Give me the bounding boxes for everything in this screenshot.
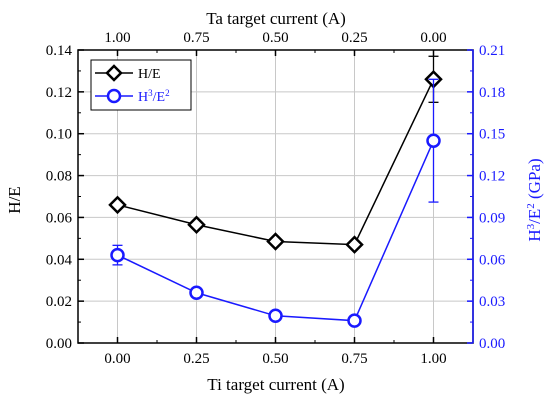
x-bottom-tick-label: 1.00	[420, 351, 446, 367]
x-bottom-tick-label: 0.75	[341, 351, 367, 367]
x-bottom-tick-label: 0.25	[183, 351, 209, 367]
legend-label-he: H/E	[138, 67, 161, 82]
y-left-tick-label: 0.12	[46, 85, 72, 101]
data-point-diamond	[108, 195, 127, 215]
x-top-tick-label: 0.50	[262, 30, 288, 46]
x-bottom-tick-label: 0.00	[104, 351, 130, 367]
x-axis-top-label: Ta target current (A)	[206, 9, 346, 28]
y-right-tick-label: 0.12	[479, 169, 505, 185]
y-left-tick-label: 0.00	[46, 336, 72, 352]
legend-label-h3e2: H3/E2	[138, 88, 170, 105]
y-left-tick-label: 0.10	[46, 127, 72, 143]
legend-diamond-icon	[105, 64, 123, 82]
y-right-label-sup2: 2	[525, 203, 537, 209]
legend-h3e2-sup2: 2	[165, 88, 170, 98]
x-top-tick-label: 0.25	[341, 30, 367, 46]
legend-box	[90, 59, 192, 111]
data-point-diamond	[266, 232, 285, 251]
y-axis-left-label: H/E	[5, 186, 24, 213]
y-right-tick-label: 0.03	[479, 294, 505, 310]
y-right-label-mid: /E	[525, 209, 544, 224]
series-layer	[108, 55, 443, 328]
y-left-tick-label: 0.02	[46, 294, 72, 310]
legend: H/E H3/E2	[90, 59, 192, 111]
legend-h3e2-mid: /E	[153, 90, 165, 105]
data-point-diamond	[187, 215, 206, 235]
y-right-tick-label: 0.15	[479, 127, 505, 143]
x-bottom-tick-label: 0.50	[262, 351, 288, 367]
x-top-tick-label: 1.00	[104, 30, 130, 46]
legend-circle-icon	[106, 88, 122, 104]
y-right-label-sup1: 3	[525, 223, 537, 229]
y-left-tick-label: 0.08	[46, 169, 72, 185]
x-top-tick-label: 0.75	[183, 30, 209, 46]
data-point-circle	[110, 247, 125, 263]
y-right-tick-label: 0.09	[479, 210, 505, 226]
data-point-circle	[426, 133, 441, 148]
y-right-tick-label: 0.00	[479, 336, 505, 352]
legend-h3e2-sup1: 3	[148, 88, 153, 98]
y-left-tick-label: 0.04	[46, 252, 73, 268]
data-point-circle	[347, 313, 362, 328]
y-right-label-h: H	[525, 229, 544, 241]
axes-layer: 0.00 1.00 0.25 0.75 0.50 0.50 0.75 0.25 1.00 0.00…	[46, 30, 506, 367]
y-left-tick-label: 0.14	[46, 43, 73, 59]
legend-h3e2-h: H	[138, 90, 148, 105]
y-right-tick-label: 0.06	[479, 252, 506, 268]
y-axis-right-label: H3/E2 (GPa)	[525, 158, 544, 241]
x-axis-bottom-label: Ti target current (A)	[207, 375, 344, 394]
y-left-tick-label: 0.06	[46, 210, 73, 226]
y-right-tick-label: 0.18	[479, 85, 505, 101]
x-top-tick-label: 0.00	[420, 30, 446, 46]
data-point-circle	[268, 308, 283, 324]
data-point-circle	[189, 285, 204, 301]
y-right-label-unit: (GPa)	[525, 158, 544, 203]
y-right-tick-label: 0.21	[479, 43, 505, 59]
data-point-diamond	[345, 235, 364, 254]
